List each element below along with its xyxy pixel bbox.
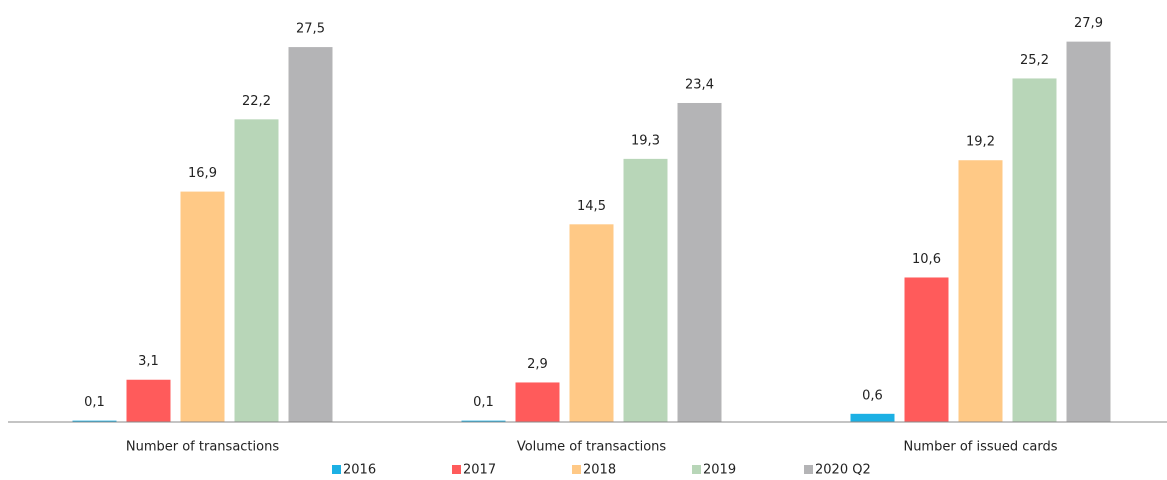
data-label: 16,9	[188, 166, 217, 181]
data-label: 19,3	[631, 133, 660, 148]
legend-swatch	[692, 465, 701, 474]
legend-label: 2017	[463, 463, 496, 478]
data-label: 0,6	[862, 388, 883, 403]
data-label: 2,9	[527, 357, 548, 372]
bar	[180, 191, 225, 422]
data-label: 23,4	[685, 77, 714, 92]
x-tick-label: Number of transactions	[126, 440, 279, 455]
bar	[623, 158, 668, 423]
bar	[958, 160, 1003, 423]
legend-label: 2020 Q2	[815, 463, 871, 478]
legend-swatch	[804, 465, 813, 474]
bar	[904, 277, 949, 422]
bar	[677, 102, 722, 422]
legend-swatch	[332, 465, 341, 474]
data-label: 3,1	[138, 354, 159, 369]
bar	[1066, 41, 1111, 422]
bar	[288, 47, 333, 422]
data-label: 19,2	[966, 135, 995, 150]
data-label: 27,5	[296, 22, 325, 37]
bar	[1012, 78, 1057, 422]
data-label: 27,9	[1074, 16, 1103, 31]
bar	[515, 382, 560, 422]
legend-label: 2016	[343, 463, 376, 478]
bar	[126, 379, 171, 422]
data-label: 0,1	[473, 395, 494, 410]
data-label: 14,5	[577, 199, 606, 214]
bar	[569, 224, 614, 422]
data-label: 10,6	[912, 252, 941, 267]
bar	[72, 420, 117, 422]
data-label: 25,2	[1020, 53, 1049, 68]
bar	[234, 119, 279, 422]
data-label: 0,1	[84, 395, 105, 410]
legend-label: 2019	[703, 463, 736, 478]
legend-swatch	[452, 465, 461, 474]
bar	[850, 413, 895, 422]
bar	[461, 420, 506, 422]
x-tick-label: Volume of transactions	[517, 440, 667, 455]
x-tick-label: Number of issued cards	[903, 440, 1057, 455]
data-label: 22,2	[242, 94, 271, 109]
legend-label: 2018	[583, 463, 616, 478]
legend-swatch	[572, 465, 581, 474]
